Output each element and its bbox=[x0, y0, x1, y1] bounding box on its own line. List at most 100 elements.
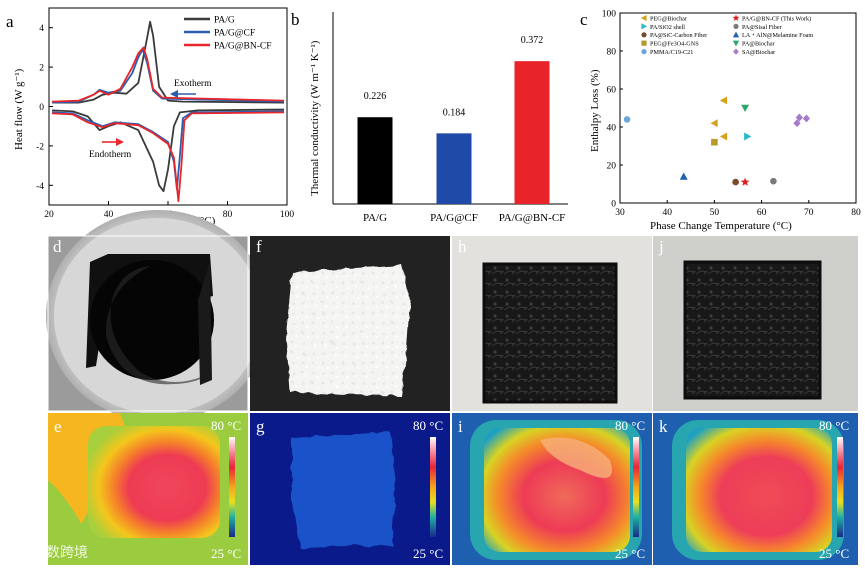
series-line-pa-g-bn-cf-cool bbox=[51, 46, 285, 103]
bar-value-label-pa-g: 0.226 bbox=[364, 91, 387, 102]
panel-label-k: k bbox=[659, 417, 668, 436]
legend-marker-pa-biochar bbox=[732, 40, 740, 47]
scale-min-e: 25 °C bbox=[211, 546, 241, 561]
y-tick-label-c: 40 bbox=[607, 124, 617, 134]
x-tick-label-c: 40 bbox=[662, 208, 672, 218]
photo-d: d bbox=[46, 210, 270, 422]
y-tick-label-c: 0 bbox=[611, 200, 616, 210]
color-scale-e bbox=[229, 437, 235, 537]
scatter-point-pa-sic-carbon-fiber bbox=[732, 178, 739, 186]
legend-label-pa-g-bn-cf-this-work: PA/G@BN-CF (This Work) bbox=[742, 15, 811, 22]
legend-label-pa-g-bn-cf: PA/G@BN-CF bbox=[214, 42, 272, 52]
scatter-point-sa-biochar bbox=[793, 119, 801, 128]
thermal-i: i 80 °C 25 °C bbox=[452, 413, 652, 565]
x-tick-label-b-pa-g: PA/G bbox=[363, 212, 387, 224]
watermark: 大数跨境 bbox=[10, 542, 88, 560]
panel-label-e: e bbox=[54, 417, 62, 436]
exotherm-arrow-head bbox=[170, 90, 178, 98]
legend-marker-peg-biochar bbox=[640, 14, 647, 22]
scatter-point-peg-biochar bbox=[719, 96, 728, 105]
scatter-points-c bbox=[623, 96, 811, 186]
color-scale-i bbox=[633, 437, 639, 537]
bar-value-label-pa-g-cf: 0.184 bbox=[443, 107, 466, 118]
plot-frame-c bbox=[619, 12, 857, 204]
x-tick-label-a: 20 bbox=[44, 210, 54, 220]
legend-label-la-aln-melamine-foam: LA + AlN@Melamine Foam bbox=[742, 32, 813, 39]
photo-f: f bbox=[250, 236, 450, 411]
panel-b-bar-chart: b 0.226 PA/G 0.184 PA/G@CF 0.372 PA/G@BN-CF T… bbox=[291, 10, 568, 224]
y-tick-label-c: 20 bbox=[607, 162, 617, 172]
x-tick-label-a: 40 bbox=[104, 210, 114, 220]
scale-max-g: 80 °C bbox=[413, 418, 443, 433]
scatter-point-sa-biochar bbox=[802, 114, 811, 123]
x-tick-label-c: 50 bbox=[710, 208, 720, 218]
x-tick-label-a: 100 bbox=[280, 210, 295, 220]
y-tick-label-a: -2 bbox=[36, 142, 44, 152]
scale-max-k: 80 °C bbox=[819, 418, 849, 433]
axis-ticks-c: 30 40 50 60 70 80 0 20 40 60 80 100 bbox=[602, 10, 861, 219]
scatter-point-pa-biochar bbox=[741, 104, 750, 112]
hot-sample-e bbox=[88, 426, 220, 538]
scatter-point-pa-sio2-shell bbox=[744, 132, 752, 141]
scatter-point-peg-biochar bbox=[719, 132, 728, 141]
bar-pa-g bbox=[357, 117, 393, 204]
series-line-pa-g-cf-cool bbox=[51, 48, 285, 104]
y-tick-label-a: 4 bbox=[39, 24, 44, 34]
x-tick-label-c: 80 bbox=[851, 208, 861, 218]
x-tick-label-c: 60 bbox=[757, 208, 767, 218]
panel-label-f: f bbox=[256, 237, 262, 256]
x-tick-label-c: 30 bbox=[615, 208, 625, 218]
panel-label-c: c bbox=[580, 10, 588, 29]
scale-min-k: 25 °C bbox=[819, 546, 849, 561]
panel-c-scatter-chart: c 30 40 50 60 70 80 0 20 40 60 80 100 PEG@Biochar PA… bbox=[580, 10, 861, 233]
scatter-point-sa-biochar bbox=[795, 113, 803, 122]
annotation-exotherm: Exotherm bbox=[174, 79, 212, 89]
legend-marker-la-aln-melamine-foam bbox=[732, 31, 740, 38]
color-scale-k bbox=[837, 437, 843, 537]
x-tick-label-a: 80 bbox=[223, 210, 233, 220]
hot-sample-k bbox=[686, 428, 832, 552]
bar-pa-g-cf bbox=[436, 133, 472, 204]
scatter-point-pa-sisal-fiber bbox=[770, 177, 777, 185]
legend-label-pa-sio2-shell: PA/SiO2 shell bbox=[650, 24, 685, 31]
y-tick-label-c: 60 bbox=[607, 86, 617, 96]
thermal-g: g 80 °C 25 °C bbox=[250, 413, 450, 565]
y-tick-label-a: 2 bbox=[39, 64, 44, 74]
color-scale-g bbox=[430, 437, 436, 537]
panel-label-b: b bbox=[291, 10, 300, 29]
photo-j: j bbox=[653, 236, 858, 411]
panel-label-i: i bbox=[458, 417, 463, 436]
legend-label-pa-g: PA/G bbox=[214, 16, 235, 26]
scale-max-e: 80 °C bbox=[211, 418, 241, 433]
watermark-text: 大数跨境 bbox=[32, 544, 88, 560]
legend-marker-pa-sic-carbon-fiber bbox=[641, 32, 647, 38]
photo-h: h bbox=[452, 236, 652, 411]
scale-max-i: 80 °C bbox=[615, 418, 645, 433]
thermal-e: e 80 °C 25 °C bbox=[48, 413, 248, 565]
legend-label-sa-biochar: SA@Biochar bbox=[742, 49, 775, 56]
legend-label-pmma-c19-c21: PMMA/C19-C21 bbox=[650, 49, 693, 56]
bar-pa-g-bn-cf bbox=[514, 61, 550, 204]
white-foam-sample bbox=[286, 265, 410, 396]
y-tick-label-a: 0 bbox=[39, 103, 44, 113]
series-lines-a bbox=[51, 20, 285, 203]
legend-marker-pmma-c19-c21 bbox=[641, 49, 647, 55]
scale-min-i: 25 °C bbox=[615, 546, 645, 561]
bars-b: 0.226 PA/G 0.184 PA/G@CF 0.372 PA/G@BN-CF bbox=[357, 35, 565, 224]
panel-label-d: d bbox=[53, 237, 62, 256]
scatter-point-peg-fe3o4-gns bbox=[711, 138, 718, 146]
legend-marker-pa-g-bn-cf-this-work bbox=[732, 14, 740, 21]
y-tick-label-a: -4 bbox=[36, 182, 44, 192]
legend-label-pa-biochar: PA@Biochar bbox=[742, 41, 775, 48]
legend-a: PA/G PA/G@CF PA/G@BN-CF bbox=[184, 16, 272, 52]
y-axis-label-c: Enthalpy Loss (%) bbox=[589, 69, 601, 152]
carbon-sample-h bbox=[482, 262, 618, 404]
legend-label-pa-sic-carbon-fiber: PA@SiC-Carbon Fiber bbox=[650, 32, 707, 39]
y-axis-label-a: Heat flow (W g⁻¹) bbox=[13, 68, 25, 150]
legend-marker-pa-sio2-shell bbox=[641, 23, 648, 30]
series-line-pa-g-cf-heat bbox=[51, 110, 285, 191]
y-tick-label-c: 80 bbox=[607, 48, 617, 58]
